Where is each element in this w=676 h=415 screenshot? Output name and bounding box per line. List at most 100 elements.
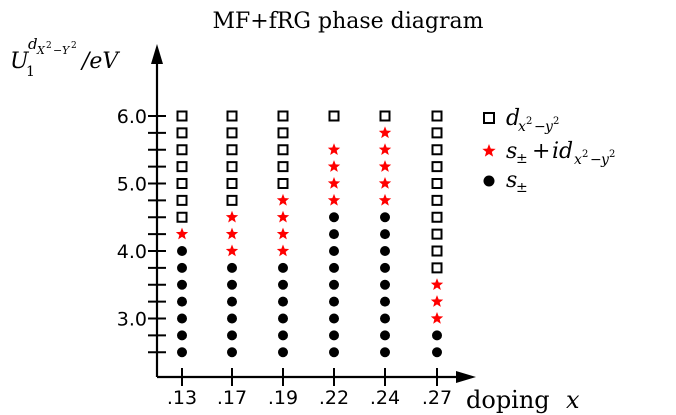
data-point-s-pm	[329, 296, 339, 307]
svg-text:id: id	[552, 139, 573, 164]
data-point-s-pm	[278, 347, 288, 358]
data-point-s-pm	[227, 296, 237, 307]
data-point-mixed	[430, 312, 444, 324]
y-tick-label: 4.0	[117, 241, 147, 263]
svg-text:2: 2	[71, 41, 77, 51]
legend-circle-marker	[483, 175, 495, 187]
svg-text:d: d	[506, 106, 520, 131]
data-point-mixed	[276, 244, 290, 257]
data-point-d-wave	[176, 161, 188, 173]
svg-text:y: y	[600, 152, 610, 168]
data-point-s-pm	[380, 296, 390, 307]
data-point-d-wave	[431, 245, 443, 257]
data-point-d-wave	[176, 194, 188, 206]
data-point-mixed	[327, 193, 341, 206]
legend-entry-mixed: s ± + id x 2 − y 2	[482, 139, 615, 168]
data-point-mixed	[430, 295, 444, 307]
data-point-d-wave	[431, 262, 443, 274]
y-tick-label: 3.0	[117, 309, 147, 331]
data-point-mixed	[225, 210, 239, 223]
x-axis-label: doping x	[466, 386, 580, 414]
data-point-d-wave	[277, 127, 289, 139]
data-point-mixed	[225, 227, 239, 240]
data-point-s-pm	[380, 262, 390, 273]
data-point-d-wave	[226, 194, 238, 206]
x-tick-label: .13	[167, 387, 197, 409]
data-point-s-pm	[227, 262, 237, 273]
svg-text:±: ±	[516, 180, 528, 196]
data-point-s-pm	[177, 313, 187, 324]
svg-text:−: −	[534, 119, 546, 135]
data-point-d-wave	[379, 110, 391, 122]
data-point-s-pm	[177, 279, 187, 290]
data-point-mixed	[378, 193, 392, 206]
data-point-d-wave	[176, 211, 188, 223]
svg-text:s: s	[506, 168, 517, 193]
data-point-mixed	[378, 143, 392, 156]
data-point-s-pm	[177, 296, 187, 307]
data-point-s-pm	[329, 279, 339, 290]
data-point-s-pm	[380, 313, 390, 324]
svg-text:x: x	[518, 119, 526, 135]
legend-entry-d-wave: d x 2 − y 2	[483, 106, 559, 135]
data-point-mixed	[378, 160, 392, 172]
data-point-d-wave	[226, 110, 238, 122]
data-point-d-wave	[226, 144, 238, 156]
data-point-d-wave	[226, 161, 238, 173]
data-point-s-pm	[329, 262, 339, 273]
x-axis-arrow	[456, 371, 476, 383]
svg-text:y: y	[544, 119, 554, 135]
data-point-s-pm	[380, 212, 390, 223]
y-ticks: 3.0 4.0 5.0 6.0	[117, 106, 166, 354]
data-point-mixed	[175, 227, 189, 240]
y-tick-label: 5.0	[117, 174, 147, 196]
data-point-d-wave	[176, 127, 188, 139]
data-point-d-wave	[277, 178, 289, 189]
data-point-d-wave	[431, 110, 443, 122]
data-point-mixed	[430, 278, 444, 291]
data-point-d-wave	[431, 178, 443, 189]
data-point-s-pm	[329, 246, 339, 256]
svg-text:2: 2	[553, 116, 559, 127]
svg-text:±: ±	[516, 151, 528, 167]
legend-star-marker	[482, 144, 496, 157]
y-tick-label: 6.0	[117, 106, 147, 128]
svg-text:2: 2	[609, 149, 615, 160]
x-tick-label: .19	[268, 387, 298, 409]
data-point-s-pm	[177, 330, 187, 341]
data-point-d-wave	[431, 144, 443, 156]
data-point-d-wave	[277, 161, 289, 173]
data-point-d-wave	[226, 178, 238, 189]
data-point-s-pm	[278, 313, 288, 324]
data-point-s-pm	[227, 347, 237, 358]
svg-text:X: X	[36, 44, 46, 57]
data-point-s-pm	[278, 330, 288, 341]
data-point-s-pm	[227, 330, 237, 341]
svg-text:2: 2	[526, 116, 532, 127]
data-point-s-pm	[329, 313, 339, 324]
data-point-mixed	[276, 193, 290, 206]
data-point-d-wave	[431, 194, 443, 206]
data-point-d-wave	[277, 110, 289, 122]
data-point-mixed	[327, 160, 341, 172]
x-tick-label: .27	[422, 387, 452, 409]
svg-text:+: +	[532, 139, 550, 164]
svg-text:s: s	[506, 139, 517, 164]
data-point-s-pm	[329, 347, 339, 358]
data-point-s-pm	[380, 330, 390, 341]
data-point-s-pm	[227, 279, 237, 290]
data-point-s-pm	[278, 296, 288, 307]
data-point-s-pm	[227, 313, 237, 324]
data-markers	[175, 110, 444, 358]
data-point-s-pm	[329, 212, 339, 223]
axes	[151, 44, 476, 383]
data-point-mixed	[378, 177, 392, 189]
data-point-d-wave	[431, 161, 443, 173]
data-point-d-wave	[226, 127, 238, 139]
data-point-mixed	[276, 210, 290, 223]
data-point-d-wave	[277, 144, 289, 156]
svg-text:/eV: /eV	[80, 49, 120, 74]
svg-text:1: 1	[26, 64, 35, 80]
svg-text:Y: Y	[62, 44, 71, 57]
